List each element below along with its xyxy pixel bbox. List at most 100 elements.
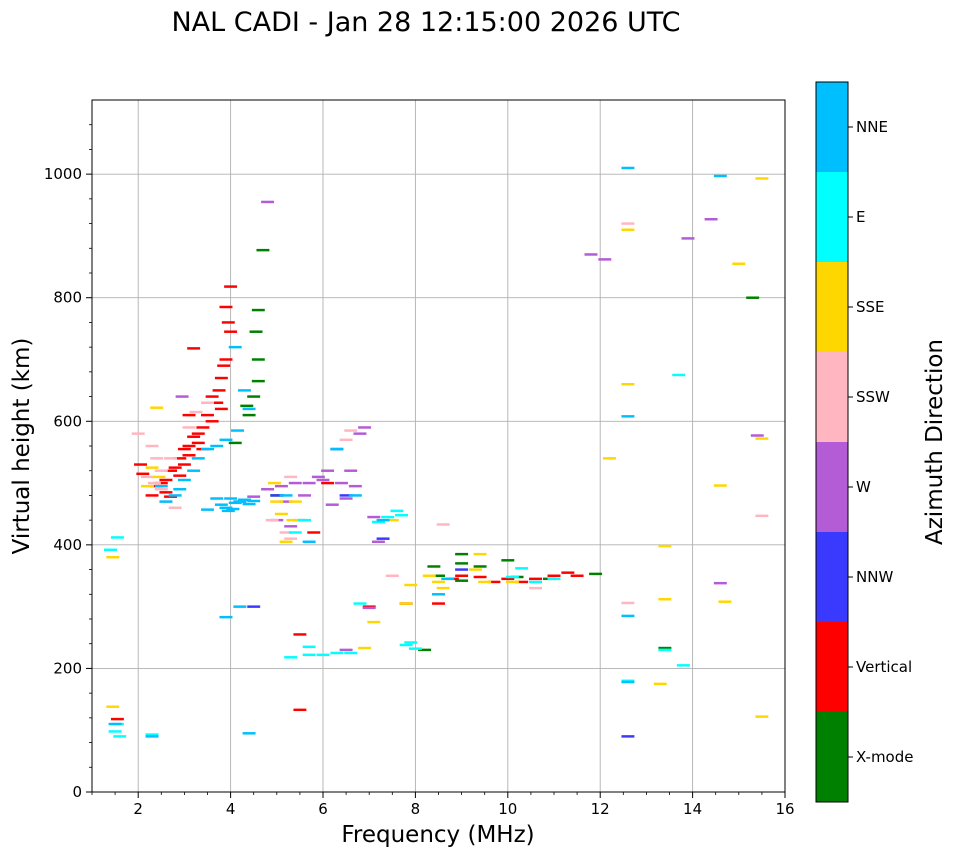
data-point-vertical <box>173 474 187 477</box>
data-point-sse <box>385 518 399 522</box>
data-point-sse <box>755 177 769 180</box>
data-point-vertical <box>154 481 168 485</box>
data-point-nne <box>279 494 293 497</box>
x-tick-label: 8 <box>411 800 421 818</box>
data-point-ssw <box>529 586 542 590</box>
x-tick-label: 6 <box>318 800 328 818</box>
data-point-sse <box>270 500 284 503</box>
data-point-w <box>358 426 372 429</box>
data-point-nne <box>242 732 256 735</box>
data-point-nne <box>247 499 261 503</box>
colorbar-tick-label: Vertical <box>856 658 912 676</box>
data-point-nnw <box>621 735 635 738</box>
data-point-nne <box>187 469 201 472</box>
data-point-e <box>371 520 385 524</box>
data-point-w <box>371 540 385 544</box>
data-point-e <box>302 653 316 657</box>
data-point-vertical <box>455 574 469 577</box>
data-point-vertical <box>529 577 542 581</box>
data-point-sse <box>404 583 418 587</box>
data-point-nne <box>233 500 247 503</box>
data-point-sse <box>755 437 769 440</box>
data-point-vertical <box>501 577 515 581</box>
data-point-vertical <box>164 469 178 472</box>
data-point-sse <box>106 555 120 559</box>
data-point-e <box>145 733 159 736</box>
grid-lines <box>92 100 786 793</box>
data-point-w <box>713 581 727 585</box>
data-point-x-mode <box>228 441 242 445</box>
data-point-e <box>108 730 122 733</box>
data-point-e <box>658 648 672 652</box>
data-point-nnw <box>247 605 261 608</box>
data-point-sse <box>106 705 120 708</box>
data-point-vertical <box>214 376 228 380</box>
data-point-vertical <box>134 463 147 466</box>
data-point-ssw <box>755 514 769 518</box>
data-point-e <box>395 513 409 517</box>
data-point-vertical <box>191 432 205 435</box>
data-point-e <box>284 656 298 659</box>
data-point-ssw <box>436 523 450 526</box>
data-point-sse <box>152 475 166 479</box>
data-point-w <box>335 481 348 485</box>
data-point-ssw <box>201 401 214 404</box>
chart-title: NAL CADI - Jan 28 12:15:00 2026 UTC <box>171 7 680 38</box>
data-point-ssw <box>265 518 279 522</box>
data-point-nnw <box>455 568 469 571</box>
data-point-w <box>284 525 298 528</box>
data-point-nne <box>221 509 235 513</box>
data-point-x-mode <box>247 395 261 398</box>
data-point-vertical <box>182 413 196 417</box>
data-point-ssw <box>147 481 161 485</box>
data-point-vertical <box>515 580 529 584</box>
data-point-ssw <box>284 475 298 479</box>
data-point-ssw <box>344 429 358 432</box>
data-point-e <box>110 536 124 539</box>
data-point-nne <box>302 540 316 544</box>
data-point-sse <box>274 512 288 516</box>
data-point-nnw <box>376 537 390 540</box>
data-point-vertical <box>219 358 233 361</box>
data-points <box>104 166 769 738</box>
data-point-ssw <box>150 457 164 460</box>
data-point-ssw <box>164 457 178 460</box>
data-point-ssw <box>189 410 203 414</box>
data-point-nne <box>713 174 727 178</box>
data-point-e <box>404 641 418 644</box>
data-point-ssw <box>621 601 635 605</box>
data-point-nne <box>621 680 635 684</box>
data-point-sse <box>288 500 302 503</box>
colorbar-tick-label: SSW <box>856 388 890 406</box>
data-point-vertical <box>168 466 182 469</box>
data-point-vertical <box>212 389 226 392</box>
data-point-x-mode <box>427 565 441 568</box>
x-tick-label: 14 <box>683 800 702 818</box>
data-point-w <box>344 469 358 472</box>
data-point-e <box>113 735 127 738</box>
colorbar-frame <box>815 81 849 803</box>
data-point-vertical <box>196 426 210 429</box>
data-point-sse <box>755 715 769 718</box>
x-tick-label: 16 <box>775 800 794 818</box>
data-point-sse <box>399 602 413 605</box>
colorbar-tick-label: NNW <box>856 568 893 586</box>
data-point-vertical <box>219 305 233 309</box>
data-point-w <box>298 494 311 497</box>
data-point-x-mode <box>501 559 515 562</box>
data-point-w <box>584 253 598 256</box>
data-point-e <box>344 651 358 655</box>
data-point-nne <box>237 389 251 392</box>
data-point-e <box>505 575 519 579</box>
data-point-w <box>353 432 367 435</box>
data-point-nne <box>214 503 228 506</box>
data-point-e <box>298 518 311 522</box>
data-point-vertical <box>177 463 191 466</box>
data-point-x-mode <box>455 579 469 582</box>
data-point-ssw <box>154 469 168 472</box>
y-tick-label: 400 <box>53 536 82 554</box>
data-point-x-mode <box>473 565 487 568</box>
data-point-x-mode <box>418 648 432 652</box>
data-point-e <box>408 647 422 650</box>
axes: 2 4 6 8 10 12 14 16 0 200 400 600 800 1000 <box>44 124 795 818</box>
